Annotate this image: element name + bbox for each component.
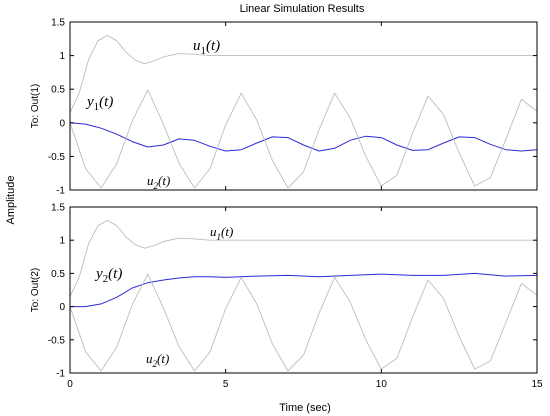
annotation-u1: u1(t) — [210, 224, 233, 242]
y-tick-label: 1 — [59, 51, 65, 62]
y-tick-label: -1 — [56, 369, 65, 380]
y-tick-label: 0.5 — [51, 269, 65, 280]
panel-1-input-series-3 — [69, 89, 538, 189]
x-tick-label: 10 — [376, 379, 388, 390]
x-tick-label: 0 — [67, 379, 73, 390]
y-tick-label: -0.5 — [48, 152, 66, 163]
y-axis-label: Amplitude — [5, 176, 17, 225]
panel-1-input-series-2 — [69, 34, 537, 113]
y-tick-label: -1 — [56, 186, 65, 197]
panel-1-y-label: To: Out(1) — [30, 84, 41, 128]
panel-2-input-series-2 — [69, 219, 537, 297]
panel-2-output-series-1 — [70, 272, 538, 308]
panel-1: -1 -0.5 0 0.5 1 1.5 To: Out(1) u1(t) y1(t) u2(t) — [30, 18, 538, 197]
x-tick-label: 15 — [531, 379, 543, 390]
panel-1-output-series-1 — [69, 122, 538, 152]
panel-2-input-series-3 — [69, 273, 538, 372]
panel-1-axes-frame — [69, 21, 538, 191]
panel-2-axes-frame — [69, 206, 538, 374]
y-tick-label: 0 — [59, 302, 65, 313]
y-tick-label: 1 — [59, 236, 65, 247]
x-tick-label: 5 — [223, 379, 229, 390]
y-tick-label: 0.5 — [51, 85, 65, 96]
annotation-u1: u1(t) — [193, 38, 220, 57]
annotation-y1: y1(t) — [85, 94, 113, 113]
chart-title: Linear Simulation Results — [240, 3, 365, 15]
panel-2: -1 -0.5 0 0.5 1 1.5 0 5 10 15 To: Out(2) u1(t) y2(t)… — [30, 203, 543, 391]
x-axis-label: Time (sec) — [279, 402, 331, 414]
annotation-u2: u2(t) — [146, 351, 169, 369]
y-tick-label: 0 — [59, 118, 65, 129]
y-tick-label: 1.5 — [51, 203, 65, 214]
y-tick-label: 1.5 — [51, 18, 65, 29]
annotation-u2: u2(t) — [147, 173, 170, 191]
annotation-y2: y2(t) — [94, 266, 122, 285]
y-tick-label: -0.5 — [48, 335, 66, 346]
panel-2-y-label: To: Out(2) — [30, 268, 41, 312]
